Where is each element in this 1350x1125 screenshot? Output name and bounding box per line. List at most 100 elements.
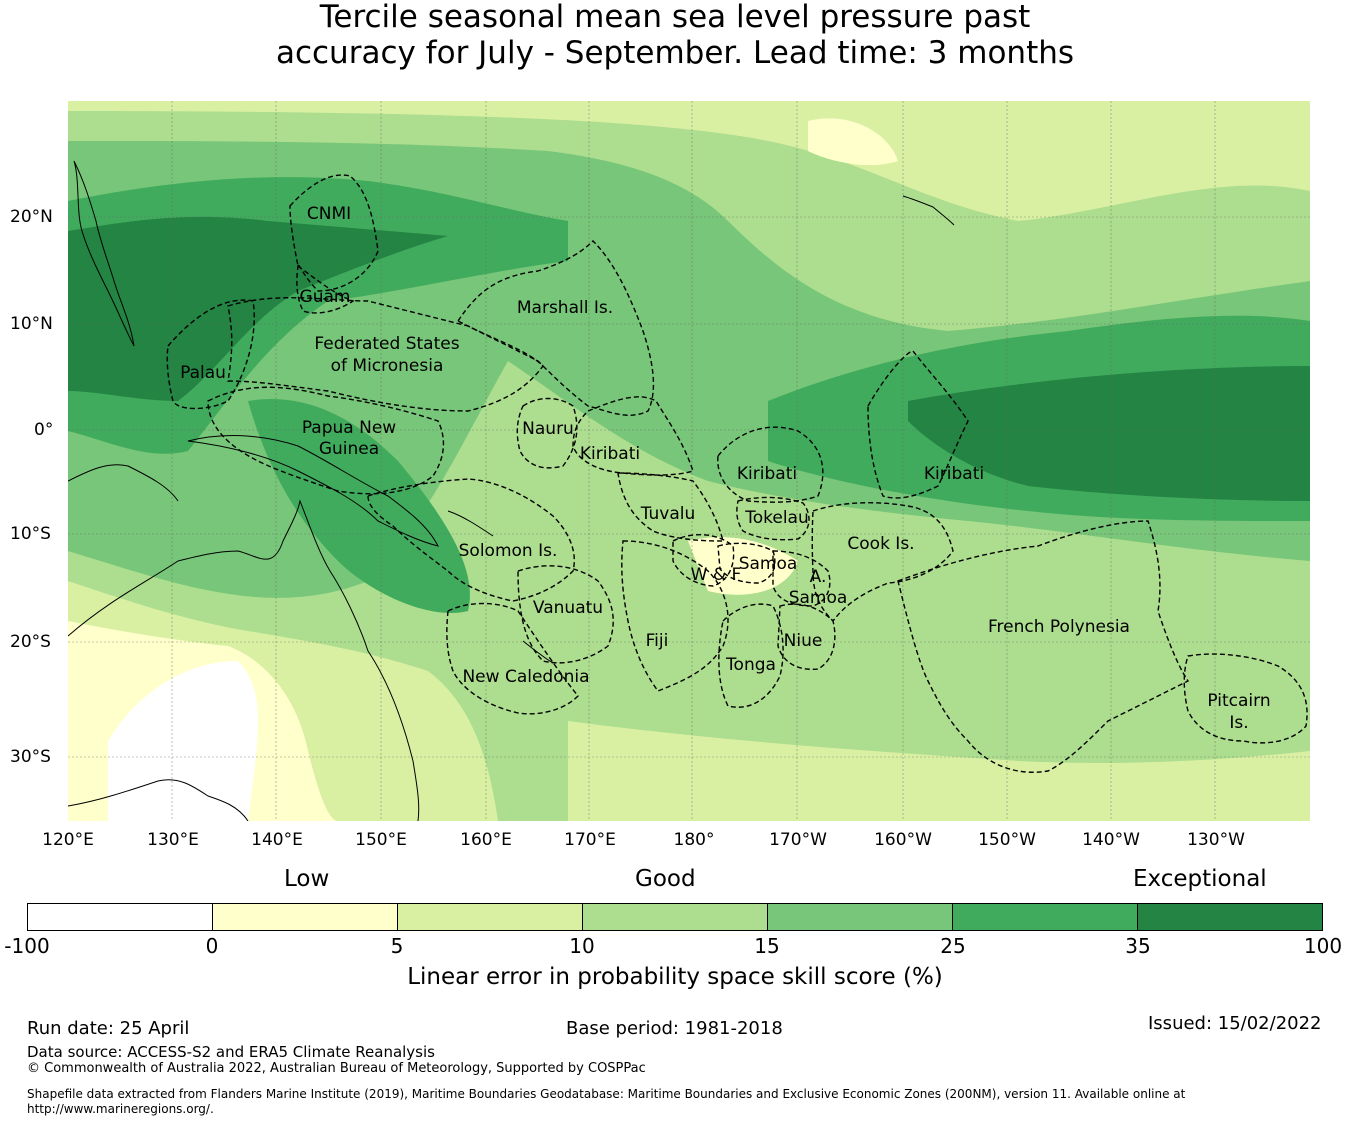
colorbar-tick: 10	[569, 934, 595, 958]
x-tick: 170°E	[564, 830, 616, 850]
base-period: Base period: 1981-2018	[566, 1018, 783, 1039]
label-samoa: Samoa	[739, 554, 798, 574]
label-cook: Cook Is.	[847, 534, 914, 554]
eez-guam	[296, 264, 355, 314]
label-guam: Guam	[300, 287, 351, 307]
colorbar-bin	[1138, 904, 1322, 930]
eez-palau	[166, 299, 255, 410]
label-french-polynesia: French Polynesia	[988, 617, 1130, 637]
x-tick: 130°W	[1187, 830, 1245, 850]
label-kiribati-line: Kiribati	[924, 464, 984, 484]
x-tick: 150°W	[978, 830, 1036, 850]
label-american-samoa-2: Samoa	[789, 588, 848, 608]
fill-south-pale	[568, 721, 1310, 821]
eez-american-samoa	[772, 550, 831, 607]
eez-boundaries	[166, 174, 1308, 773]
skill-score-map: CNMI Guam Marshall Is. Federated States …	[68, 101, 1310, 821]
coast-solomon	[447, 510, 494, 537]
x-tick: 140°E	[251, 830, 303, 850]
eez-tokelau	[736, 496, 810, 541]
eez-fsm	[227, 297, 544, 412]
eez-pitcairn	[1183, 653, 1308, 744]
issued-date: Issued: 15/02/2022	[1148, 1013, 1322, 1034]
label-png-1: Papua New	[302, 418, 396, 438]
eez-marshall	[456, 240, 655, 416]
fill-north-ffffcc	[808, 118, 898, 166]
colorbar-tick: 100	[1303, 934, 1343, 958]
label-niue: Niue	[784, 631, 823, 651]
eez-wallis-futuna	[672, 533, 735, 587]
eez-kiribati-line	[867, 350, 969, 499]
eez-french-polynesia	[897, 520, 1190, 773]
y-tick: 0°	[34, 420, 54, 440]
coast-australia-south	[68, 779, 249, 821]
fill-australia-white	[108, 661, 258, 821]
colorbar-bin	[398, 904, 583, 930]
colorbar-tick: 15	[754, 934, 780, 958]
run-date: Run date: 25 April	[27, 1018, 190, 1039]
label-fsm-2: of Micronesia	[331, 356, 444, 376]
colorbar-tick: 0	[205, 934, 219, 958]
label-png-2: Guinea	[319, 439, 379, 459]
fill-north-pale	[68, 101, 1310, 221]
eez-nauru	[516, 397, 578, 469]
label-cnmi: CNMI	[307, 204, 351, 224]
legend-category-exceptional: Exceptional	[1133, 866, 1267, 892]
fill-coral-sea-35	[248, 399, 470, 613]
coast-hawaii	[902, 195, 955, 226]
chart-title-line-1: Tercile seasonal mean sea level pressure…	[319, 0, 1031, 35]
label-wallis-futuna: W & F	[691, 565, 742, 585]
region-labels: CNMI Guam Marshall Is. Federated States …	[180, 204, 1271, 733]
coastlines	[68, 160, 955, 821]
eez-kiribati-phoenix	[717, 426, 824, 503]
y-tick: 20°S	[10, 632, 51, 652]
coast-borneo-indo	[68, 464, 179, 502]
label-american-samoa-1: A.	[810, 567, 827, 587]
y-tick: 10°S	[10, 524, 51, 544]
data-source: Data source: ACCESS-S2 and ERA5 Climate …	[27, 1043, 435, 1061]
colorbar-bin	[768, 904, 953, 930]
skill-fill	[68, 101, 1310, 821]
eez-kiribati-gilbert	[572, 396, 694, 476]
label-vanuatu: Vanuatu	[533, 598, 603, 618]
y-tick: 20°N	[10, 207, 53, 227]
colorbar-bin	[953, 904, 1138, 930]
coast-new-caledonia	[522, 640, 554, 664]
colorbar-tick: 5	[390, 934, 404, 958]
colorbar-tick: -100	[4, 934, 50, 958]
shapefile-credit: Shapefile data extracted from Flanders M…	[27, 1087, 1186, 1101]
colorbar-bin	[213, 904, 398, 930]
x-tick: 140°W	[1082, 830, 1140, 850]
label-tuvalu: Tuvalu	[640, 504, 696, 524]
label-pitcairn-2: Is.	[1229, 713, 1248, 733]
colorbar-label: Linear error in probability space skill …	[407, 964, 943, 990]
coast-australia	[68, 499, 420, 821]
x-tick: 130°E	[147, 830, 199, 850]
eez-cook	[811, 502, 954, 623]
eez-niue	[777, 603, 836, 670]
eez-samoa	[717, 542, 776, 584]
chart-title-line-2: accuracy for July - September. Lead time…	[275, 35, 1075, 71]
colorbar	[27, 903, 1323, 931]
label-kiribati-gilbert: Kiribati	[580, 444, 640, 464]
y-tick: 30°S	[10, 747, 51, 767]
eez-new-caledonia	[446, 602, 579, 715]
colorbar-tick: 35	[1125, 934, 1151, 958]
x-tick: 150°E	[355, 830, 407, 850]
fill-west-pacific-100	[68, 216, 448, 401]
eez-png	[207, 386, 445, 495]
y-tick: 10°N	[10, 314, 53, 334]
eez-fiji	[621, 540, 729, 692]
colorbar-bin	[583, 904, 768, 930]
label-marshall: Marshall Is.	[517, 298, 613, 318]
eez-solomon	[367, 478, 575, 602]
label-nauru: Nauru	[522, 419, 574, 439]
colorbar-tick: 25	[940, 934, 966, 958]
label-fiji: Fiji	[646, 631, 669, 651]
label-solomon: Solomon Is.	[459, 541, 558, 561]
eez-cnmi	[289, 174, 379, 292]
label-kiribati-phoenix: Kiribati	[737, 464, 797, 484]
legend-category-low: Low	[284, 866, 330, 892]
legend-category-good: Good	[635, 866, 696, 892]
colorbar-bin	[28, 904, 213, 930]
